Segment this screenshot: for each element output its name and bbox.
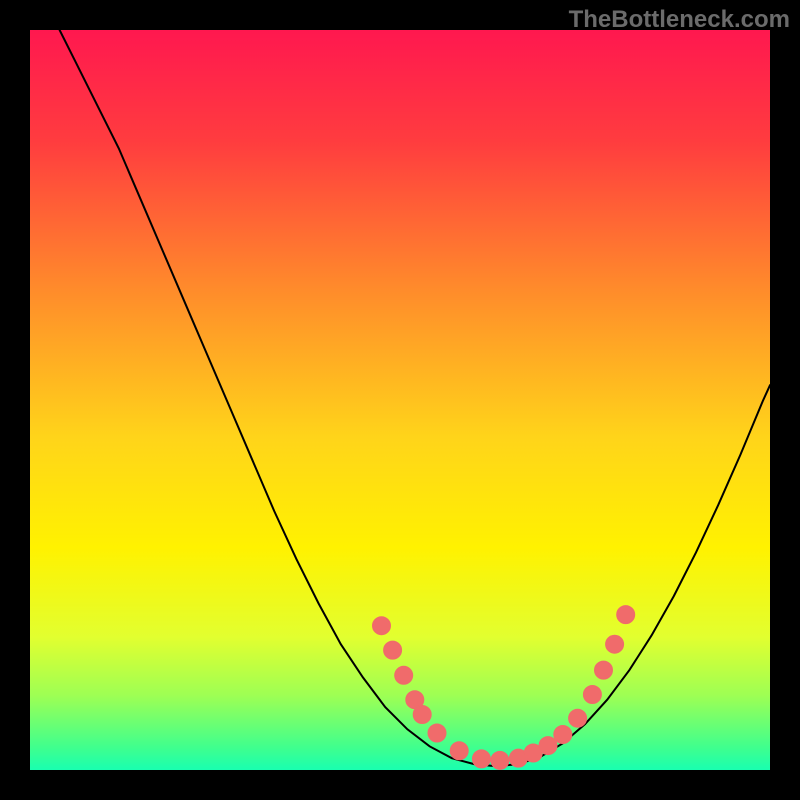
watermark-text: TheBottleneck.com	[569, 6, 790, 34]
plot-area	[30, 30, 770, 770]
data-marker	[539, 737, 557, 755]
data-marker	[450, 742, 468, 760]
data-marker	[428, 724, 446, 742]
data-marker	[395, 666, 413, 684]
data-marker	[373, 617, 391, 635]
data-marker	[569, 709, 587, 727]
data-marker	[606, 635, 624, 653]
data-marker	[413, 706, 431, 724]
data-marker	[583, 686, 601, 704]
data-marker	[472, 750, 490, 768]
gradient-background	[30, 30, 770, 770]
data-marker	[384, 641, 402, 659]
chart-svg	[30, 30, 770, 770]
data-marker	[491, 751, 509, 769]
chart-frame: TheBottleneck.com	[0, 0, 800, 800]
data-marker	[595, 661, 613, 679]
data-marker	[554, 725, 572, 743]
data-marker	[617, 606, 635, 624]
